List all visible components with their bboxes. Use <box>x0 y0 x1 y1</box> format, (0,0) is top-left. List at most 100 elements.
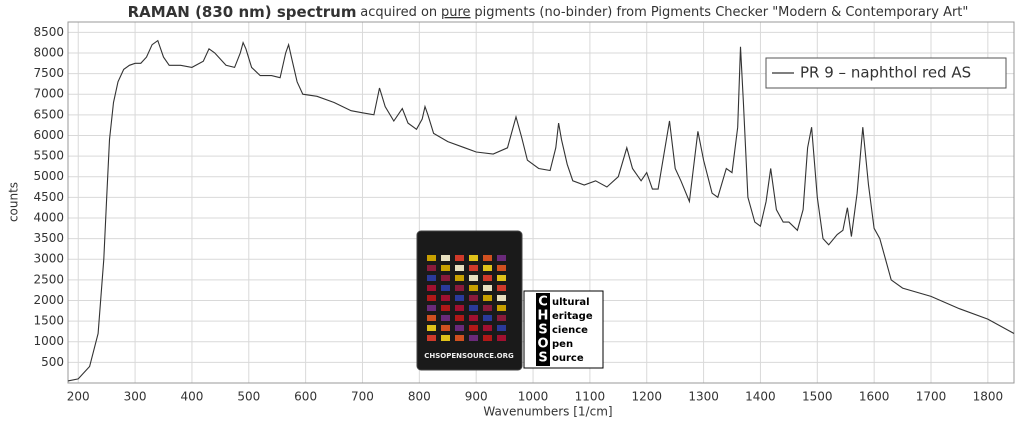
checker-swatch <box>469 315 478 321</box>
checker-swatch <box>469 305 478 311</box>
checker-swatch <box>427 255 436 261</box>
checker-swatch <box>427 265 436 271</box>
checker-swatch <box>455 255 464 261</box>
legend-label: PR 9 – naphthol red AS <box>800 64 971 82</box>
x-tick-label: 600 <box>294 390 317 404</box>
y-tick-label: 500 <box>41 355 64 369</box>
logo-word: pen <box>552 339 573 350</box>
y-tick-label: 4500 <box>33 190 64 204</box>
subtitle-part: pigments (no-binder) from Pigments Check… <box>474 5 968 20</box>
checker-swatch <box>497 275 506 281</box>
logo-letter: O <box>537 337 548 352</box>
x-tick-label: 1000 <box>518 390 549 404</box>
logo-letter: H <box>538 309 549 324</box>
y-tick-label: 7000 <box>33 87 64 101</box>
checker-swatch <box>469 265 478 271</box>
checker-swatch <box>455 315 464 321</box>
checker-swatch <box>441 255 450 261</box>
logo-word: cience <box>552 325 588 336</box>
checker-swatch <box>483 335 492 341</box>
checker-swatch <box>483 305 492 311</box>
y-tick-label: 3500 <box>33 231 64 245</box>
x-tick-label: 1400 <box>745 390 776 404</box>
x-tick-label: 900 <box>465 390 488 404</box>
y-tick-label: 1500 <box>33 314 64 328</box>
checker-swatch <box>497 305 506 311</box>
y-tick-label: 5500 <box>33 149 64 163</box>
checker-swatch <box>483 295 492 301</box>
y-tick-label: 2000 <box>33 293 64 307</box>
checker-swatch <box>497 295 506 301</box>
checker-swatch <box>441 325 450 331</box>
chart-title: RAMAN (830 nm) spectrum acquired on pure… <box>128 3 969 21</box>
checker-swatch <box>455 325 464 331</box>
legend-box <box>765 57 1007 89</box>
checker-swatch <box>455 265 464 271</box>
checker-swatch <box>427 335 436 341</box>
x-tick-label: 1100 <box>575 390 606 404</box>
checker-swatch <box>497 335 506 341</box>
x-tick-label: 300 <box>124 390 147 404</box>
checker-swatch <box>483 325 492 331</box>
checker-swatch <box>483 265 492 271</box>
logo-word: ultural <box>552 297 590 308</box>
checker-swatch <box>483 275 492 281</box>
checker-swatch <box>483 315 492 321</box>
checker-swatch <box>427 325 436 331</box>
checker-swatch <box>427 275 436 281</box>
x-tick-label: 1700 <box>916 390 947 404</box>
checker-swatch <box>455 295 464 301</box>
checker-swatch <box>469 335 478 341</box>
checker-swatch <box>455 335 464 341</box>
checker-swatch <box>455 285 464 291</box>
subtitle-part: acquired on <box>360 5 437 20</box>
y-tick-label: 2500 <box>33 272 64 286</box>
x-tick-label: 1800 <box>973 390 1004 404</box>
x-tick-label: 1500 <box>802 390 833 404</box>
checker-swatch <box>441 315 450 321</box>
checker-swatch <box>469 255 478 261</box>
checker-swatch <box>497 285 506 291</box>
x-tick-label: 500 <box>237 390 260 404</box>
checker-label: CHSOPENSOURCE.ORG <box>424 352 514 360</box>
checker-swatch <box>483 285 492 291</box>
checker-swatch <box>497 255 506 261</box>
logo-letter: S <box>538 323 547 338</box>
logo-letter: S <box>538 351 547 366</box>
x-tick-label: 400 <box>180 390 203 404</box>
checker-swatch <box>427 315 436 321</box>
checker-swatch <box>497 315 506 321</box>
spectrum-line <box>67 39 1015 382</box>
checker-swatch <box>455 305 464 311</box>
checker-swatch <box>441 305 450 311</box>
checker-swatch <box>469 285 478 291</box>
plot-frame <box>67 21 1015 384</box>
checker-swatch <box>469 325 478 331</box>
checker-swatch <box>441 285 450 291</box>
checker-swatch <box>497 325 506 331</box>
x-tick-label: 800 <box>408 390 431 404</box>
checker-swatch <box>455 275 464 281</box>
logo-strip <box>536 293 550 366</box>
x-tick-label: 1200 <box>631 390 662 404</box>
y-tick-label: 3000 <box>33 252 64 266</box>
y-tick-label: 7500 <box>33 66 64 80</box>
x-axis-label: Wavenumbers [1/cm] <box>483 405 612 419</box>
y-tick-label: 1000 <box>33 334 64 348</box>
title-main: RAMAN (830 nm) spectrum <box>128 3 357 21</box>
x-tick-label: 700 <box>351 390 374 404</box>
y-tick-label: 8000 <box>33 45 64 59</box>
x-tick-label: 1300 <box>688 390 719 404</box>
y-tick-label: 8500 <box>33 25 64 39</box>
logo-word: eritage <box>552 311 593 322</box>
checker-swatch <box>441 335 450 341</box>
checker-swatch <box>427 295 436 301</box>
checker-swatch <box>441 265 450 271</box>
x-tick-label: 1600 <box>859 390 890 404</box>
subtitle-part: pure <box>441 5 471 20</box>
checker-swatch <box>483 255 492 261</box>
y-axis-label: counts <box>7 182 21 222</box>
y-tick-label: 4000 <box>33 210 64 224</box>
